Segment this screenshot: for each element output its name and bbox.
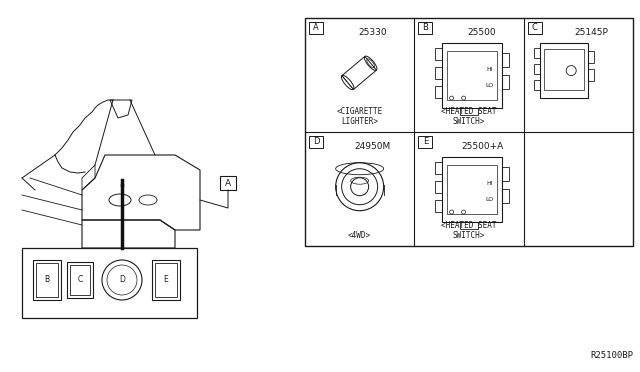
Text: C: C — [77, 276, 83, 285]
Bar — [435, 86, 442, 98]
Bar — [22, 248, 197, 318]
Bar — [534, 64, 540, 74]
Bar — [534, 48, 540, 58]
Bar — [460, 108, 477, 115]
Text: B: B — [44, 276, 49, 285]
Bar — [435, 48, 442, 60]
Bar — [527, 22, 541, 34]
Text: 25500: 25500 — [468, 28, 497, 37]
Bar — [534, 80, 540, 90]
Text: <4WD>: <4WD> — [348, 231, 371, 240]
Text: A: A — [225, 179, 231, 187]
Bar — [67, 262, 93, 298]
Text: <CIGARETTE
LIGHTER>: <CIGARETTE LIGHTER> — [337, 107, 383, 126]
Bar — [447, 165, 497, 214]
Bar — [305, 18, 633, 246]
Text: D: D — [119, 276, 125, 285]
Text: 24950M: 24950M — [355, 142, 391, 151]
Bar — [540, 43, 588, 98]
Bar — [36, 263, 58, 297]
Bar — [419, 22, 432, 34]
Text: HI: HI — [486, 67, 493, 71]
Bar — [220, 176, 236, 190]
Bar — [309, 136, 323, 148]
Text: 25330: 25330 — [358, 28, 387, 37]
Text: R25100BP: R25100BP — [590, 351, 633, 360]
Text: A: A — [313, 23, 319, 32]
Bar — [419, 136, 432, 148]
Bar — [442, 157, 502, 222]
Bar — [70, 265, 90, 295]
Bar — [442, 43, 502, 108]
Text: <HEATED SEAT
SWITCH>: <HEATED SEAT SWITCH> — [441, 221, 497, 240]
Bar — [502, 75, 509, 89]
Bar — [309, 22, 323, 34]
Bar — [502, 167, 509, 181]
Bar — [447, 51, 497, 100]
Bar — [152, 260, 180, 300]
Bar — [435, 200, 442, 212]
Bar — [544, 49, 584, 90]
Bar — [502, 53, 509, 67]
Bar — [155, 263, 177, 297]
Bar — [588, 51, 594, 63]
Bar — [502, 189, 509, 203]
Text: 25145P: 25145P — [575, 28, 608, 37]
Text: B: B — [422, 23, 428, 32]
Bar — [588, 69, 594, 81]
Bar — [460, 222, 477, 229]
Text: <HEATED SEAT
SWITCH>: <HEATED SEAT SWITCH> — [441, 107, 497, 126]
Text: E: E — [164, 276, 168, 285]
Bar — [435, 162, 442, 174]
Text: HI: HI — [486, 180, 493, 186]
Bar — [435, 181, 442, 193]
Bar — [33, 260, 61, 300]
Text: LO: LO — [486, 83, 493, 88]
Text: D: D — [313, 138, 319, 147]
Text: C: C — [532, 23, 538, 32]
Text: LO: LO — [486, 197, 493, 202]
Bar — [435, 67, 442, 79]
Text: 25500+A: 25500+A — [461, 142, 503, 151]
Text: E: E — [422, 138, 428, 147]
